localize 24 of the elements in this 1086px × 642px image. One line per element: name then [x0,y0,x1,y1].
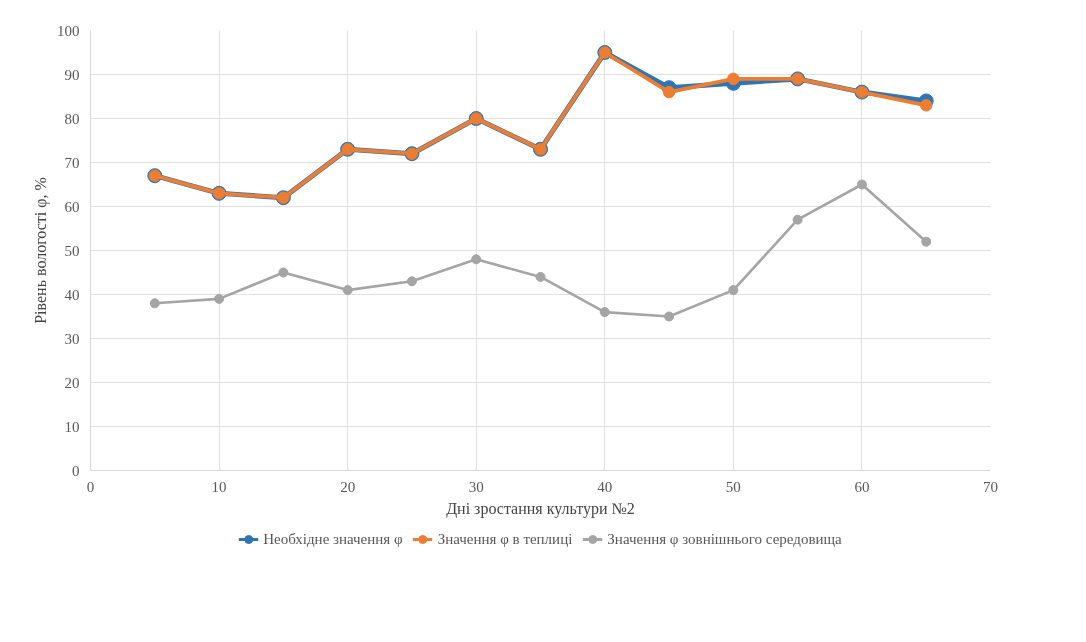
x-tick-label: 60 [854,478,870,495]
x-tick-label: 50 [725,478,741,495]
x-tick-label: 70 [983,478,998,495]
y-axis-title: Рівень вологості φ, % [32,177,50,324]
y-tick-label: 90 [64,66,80,83]
x-axis-title: Дні зростання культури №2 [446,499,635,518]
legend-label: Необхідне значення φ [263,530,403,548]
y-tick-label: 60 [64,198,80,215]
legend-label: Значення φ зовнішнього середовища [607,530,842,548]
y-tick-label: 100 [57,22,80,39]
y-tick-label: 80 [64,110,80,127]
x-tick-label: 30 [468,478,484,495]
y-tick-label: 50 [64,242,80,259]
x-tick-label: 0 [86,478,95,495]
y-tick-label: 10 [64,418,80,435]
y-tick-label: 70 [64,154,80,171]
y-tick-label: 0 [72,462,80,479]
y-tick-label: 40 [64,286,80,303]
y-tick-label: 30 [64,330,80,347]
x-tick-label: 20 [340,478,356,495]
legend-label: Значення φ в теплиці [437,530,573,548]
y-tick-label: 20 [64,374,80,391]
x-tick-label: 40 [597,478,613,495]
x-tick-label: 10 [211,478,227,495]
